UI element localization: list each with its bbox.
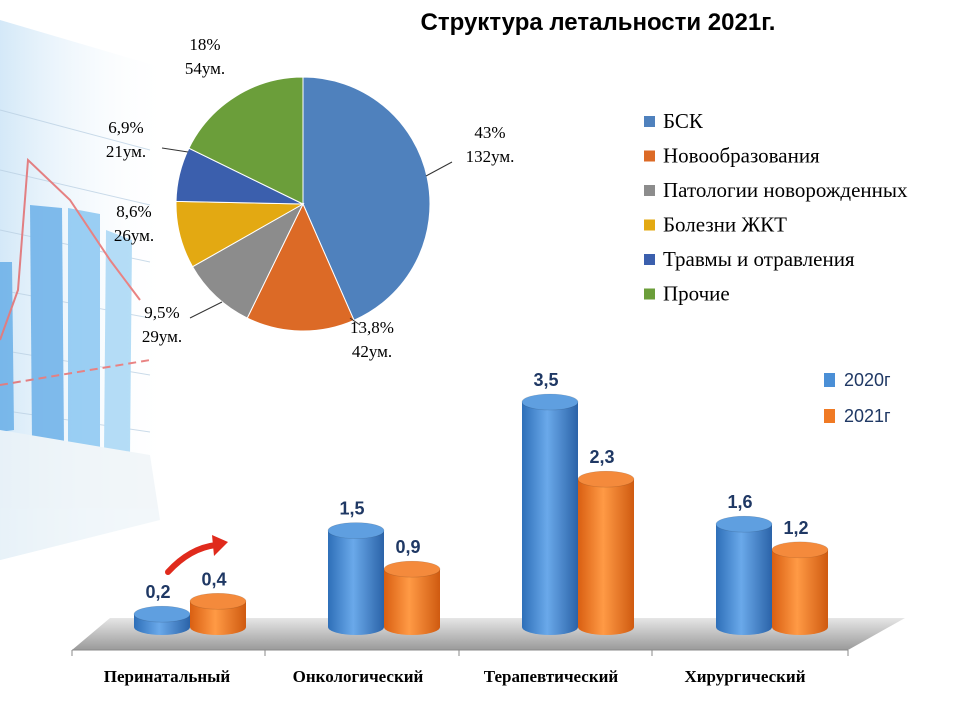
bar-value-label-2-1: 2,3	[589, 447, 614, 467]
x-axis-ticks	[71, 650, 849, 656]
bar-legend-label-1: 2021г	[844, 406, 891, 426]
chart-title: Структура летальности 2021г.	[421, 9, 776, 36]
legend-label-2: Патологии новорожденных	[663, 178, 908, 202]
bar-3-1-body	[772, 549, 828, 635]
background-decoration	[0, 20, 170, 560]
bar-legend-swatch-1	[824, 409, 835, 423]
pie-chart	[175, 76, 431, 332]
bar-value-label-1-1: 0,9	[395, 537, 420, 557]
bar-legend: 2020г 2021г	[824, 370, 891, 426]
bar-3-0-body	[716, 524, 772, 635]
bar-value-label-2-0: 3,5	[533, 370, 558, 390]
pie-count-label-1: 42ум.	[352, 342, 392, 361]
pie-data-labels: 43% 132ум. 13,8% 42ум. 9,5% 29ум. 8,6% 26ум. 6,9…	[106, 35, 515, 361]
pie-leader-line-0	[425, 161, 453, 177]
bar-1-0-top	[327, 522, 385, 539]
bar-value-label-0-0: 0,2	[145, 582, 170, 602]
bar-value-label-1-0: 1,5	[339, 499, 364, 519]
pie-count-label-4: 21ум.	[106, 142, 146, 161]
legend-swatch-1	[644, 150, 655, 162]
bar-chart-floor	[72, 618, 905, 650]
bar-legend-label-0: 2020г	[844, 370, 891, 390]
bar-1-1-body	[384, 569, 440, 635]
category-label-2: Терапевтический	[484, 667, 619, 686]
legend-label-1: Новообразования	[663, 144, 820, 168]
bar-0-1-top	[189, 592, 247, 610]
pie-count-label-5: 54ум.	[185, 59, 225, 78]
legend-swatch-2	[644, 185, 655, 196]
pie-leader-line-2	[189, 301, 223, 319]
pie-leader-line-4	[161, 147, 189, 153]
bar-legend-swatch-0	[824, 373, 835, 387]
bar-1-1-top	[383, 560, 441, 578]
pie-count-label-2: 29ум.	[142, 327, 182, 346]
bar-3-0-top	[715, 515, 773, 533]
bar-2-0-top	[521, 393, 579, 411]
bar-2-1-top	[577, 470, 635, 488]
legend-label-3: Болезни ЖКТ	[663, 213, 787, 237]
bar-1-0-body	[328, 530, 384, 635]
pie-slice-1	[246, 202, 355, 332]
bar-value-label-3-1: 1,2	[783, 518, 808, 538]
category-label-3: Хирургический	[684, 667, 805, 686]
pie-percent-label-4: 6,9%	[108, 118, 143, 137]
bar-3-1-top	[771, 541, 829, 559]
red-arrow-icon	[165, 535, 228, 575]
bar-0-1-body	[190, 601, 246, 635]
bar-0-0-top	[133, 605, 191, 623]
pie-percent-label-1: 13,8%	[350, 318, 394, 337]
bar-chart: 0,2 0,4 1,5 0,9 3,5 2,3 1,6 1,2	[133, 370, 829, 635]
pie-percent-label-3: 8,6%	[116, 202, 151, 221]
pie-percent-label-0: 43%	[474, 123, 505, 142]
bar-2-1-body	[578, 479, 634, 635]
bar-2-0-body	[522, 402, 578, 635]
legend-label-5: Прочие	[663, 282, 730, 306]
legend-label-0: БСК	[663, 109, 704, 133]
pie-leader-line-1	[349, 317, 361, 326]
legend-swatch-4	[644, 254, 655, 265]
bar-value-label-3-0: 1,6	[727, 492, 752, 512]
legend-swatch-5	[644, 288, 655, 300]
pie-legend: БСК Новообразования Патологии новорожденны…	[644, 109, 908, 306]
pie-slice-0	[302, 76, 431, 321]
pie-slice-5	[188, 76, 304, 205]
legend-swatch-0	[644, 116, 655, 127]
pie-slice-2	[191, 202, 305, 319]
category-label-1: Онкологический	[293, 667, 424, 686]
category-label-0: Перинатальный	[104, 667, 231, 686]
pie-percent-label-2: 9,5%	[144, 303, 179, 322]
legend-label-4: Травмы и отравления	[663, 247, 855, 271]
pie-percent-label-5: 18%	[189, 35, 220, 54]
pie-count-label-3: 26ум.	[114, 226, 154, 245]
pie-count-label-0: 132ум.	[466, 147, 515, 166]
legend-swatch-3	[644, 219, 655, 231]
category-axis-labels: Перинатальный Онкологический Терапевтическ…	[104, 667, 806, 686]
bar-value-label-0-1: 0,4	[201, 569, 226, 589]
